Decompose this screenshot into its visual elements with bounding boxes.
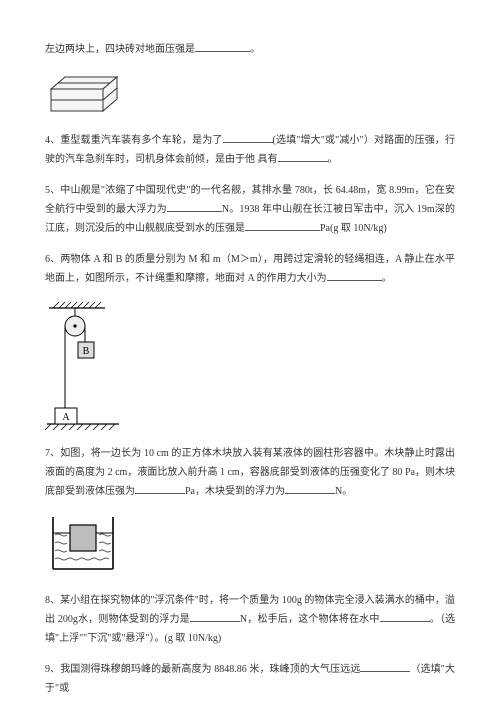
q8: 8、某小组在探究物体的"浮沉条件"时，将一个质量为 100g 的物体完全浸入装满… [45,591,455,648]
q8-blank1 [190,611,240,622]
q3-tail: 左边两块上，四块砖对地面压强是 。 [45,40,455,59]
q9-blank [360,661,410,672]
q7-end: N。 [335,486,352,497]
q7-blank1 [135,483,185,494]
q8-blank2 [380,611,430,622]
q5-mid2: Pa(g 取 10N/kg) [320,223,387,234]
label-b: B [83,346,90,357]
figure-brick [45,71,455,117]
figure-pulley: B A [45,300,455,430]
figure-container [45,513,455,577]
q6: 6、两物体 A 和 B 的质量分别为 M 和 m（M＞m），用跨过定滑轮的轻绳相… [45,250,455,288]
label-a: A [62,412,70,423]
q6-blank [327,270,382,281]
q3-blank [195,41,250,52]
q9: 9、我国测得珠穆朗玛峰的最新高度为 8848.86 米，珠峰顶的大气压远远（选填… [45,660,455,698]
q7-blank2 [285,483,335,494]
q4-lead: 4、重型载重汽车装有多个车轮，是为了 [45,135,223,146]
q5: 5、中山舰是"浓缩了中国现代史"的一代名舰，其排水量 780t，长 64.48m… [45,181,455,238]
q3-tail-pre: 左边两块上，四块砖对地面压强是 [45,44,195,55]
q6-end: 。 [382,273,392,284]
q5-blank2 [245,220,320,231]
q7: 7、如图，将一边长为 10 cm 的正方体木块放入装有某液体的圆柱形容器中。木块… [45,444,455,501]
container-svg [45,513,121,577]
q8-mid1: N，松手后，这个物体将在水中 [240,614,380,625]
pulley-svg: B A [45,300,131,430]
q9-lead: 9、我国测得珠穆朗玛峰的最新高度为 8848.86 米，珠峰顶的大气压远远 [45,664,360,675]
q3-tail-end: 。 [250,44,260,55]
q4-end: 。 [328,154,338,165]
q5-blank1 [167,201,222,212]
brick-svg [45,71,125,117]
q4: 4、重型载重汽车装有多个车轮，是为了(选填"增大"或"减小"）对路面的压强，行驶… [45,131,455,169]
q4-blank1 [223,132,273,143]
q4-blank2 [278,151,328,162]
q6-lead: 6、两物体 A 和 B 的质量分别为 M 和 m（M＞m），用跨过定滑轮的轻绳相… [45,254,455,284]
q7-mid1: Pa，木块受到的浮力为 [185,486,285,497]
